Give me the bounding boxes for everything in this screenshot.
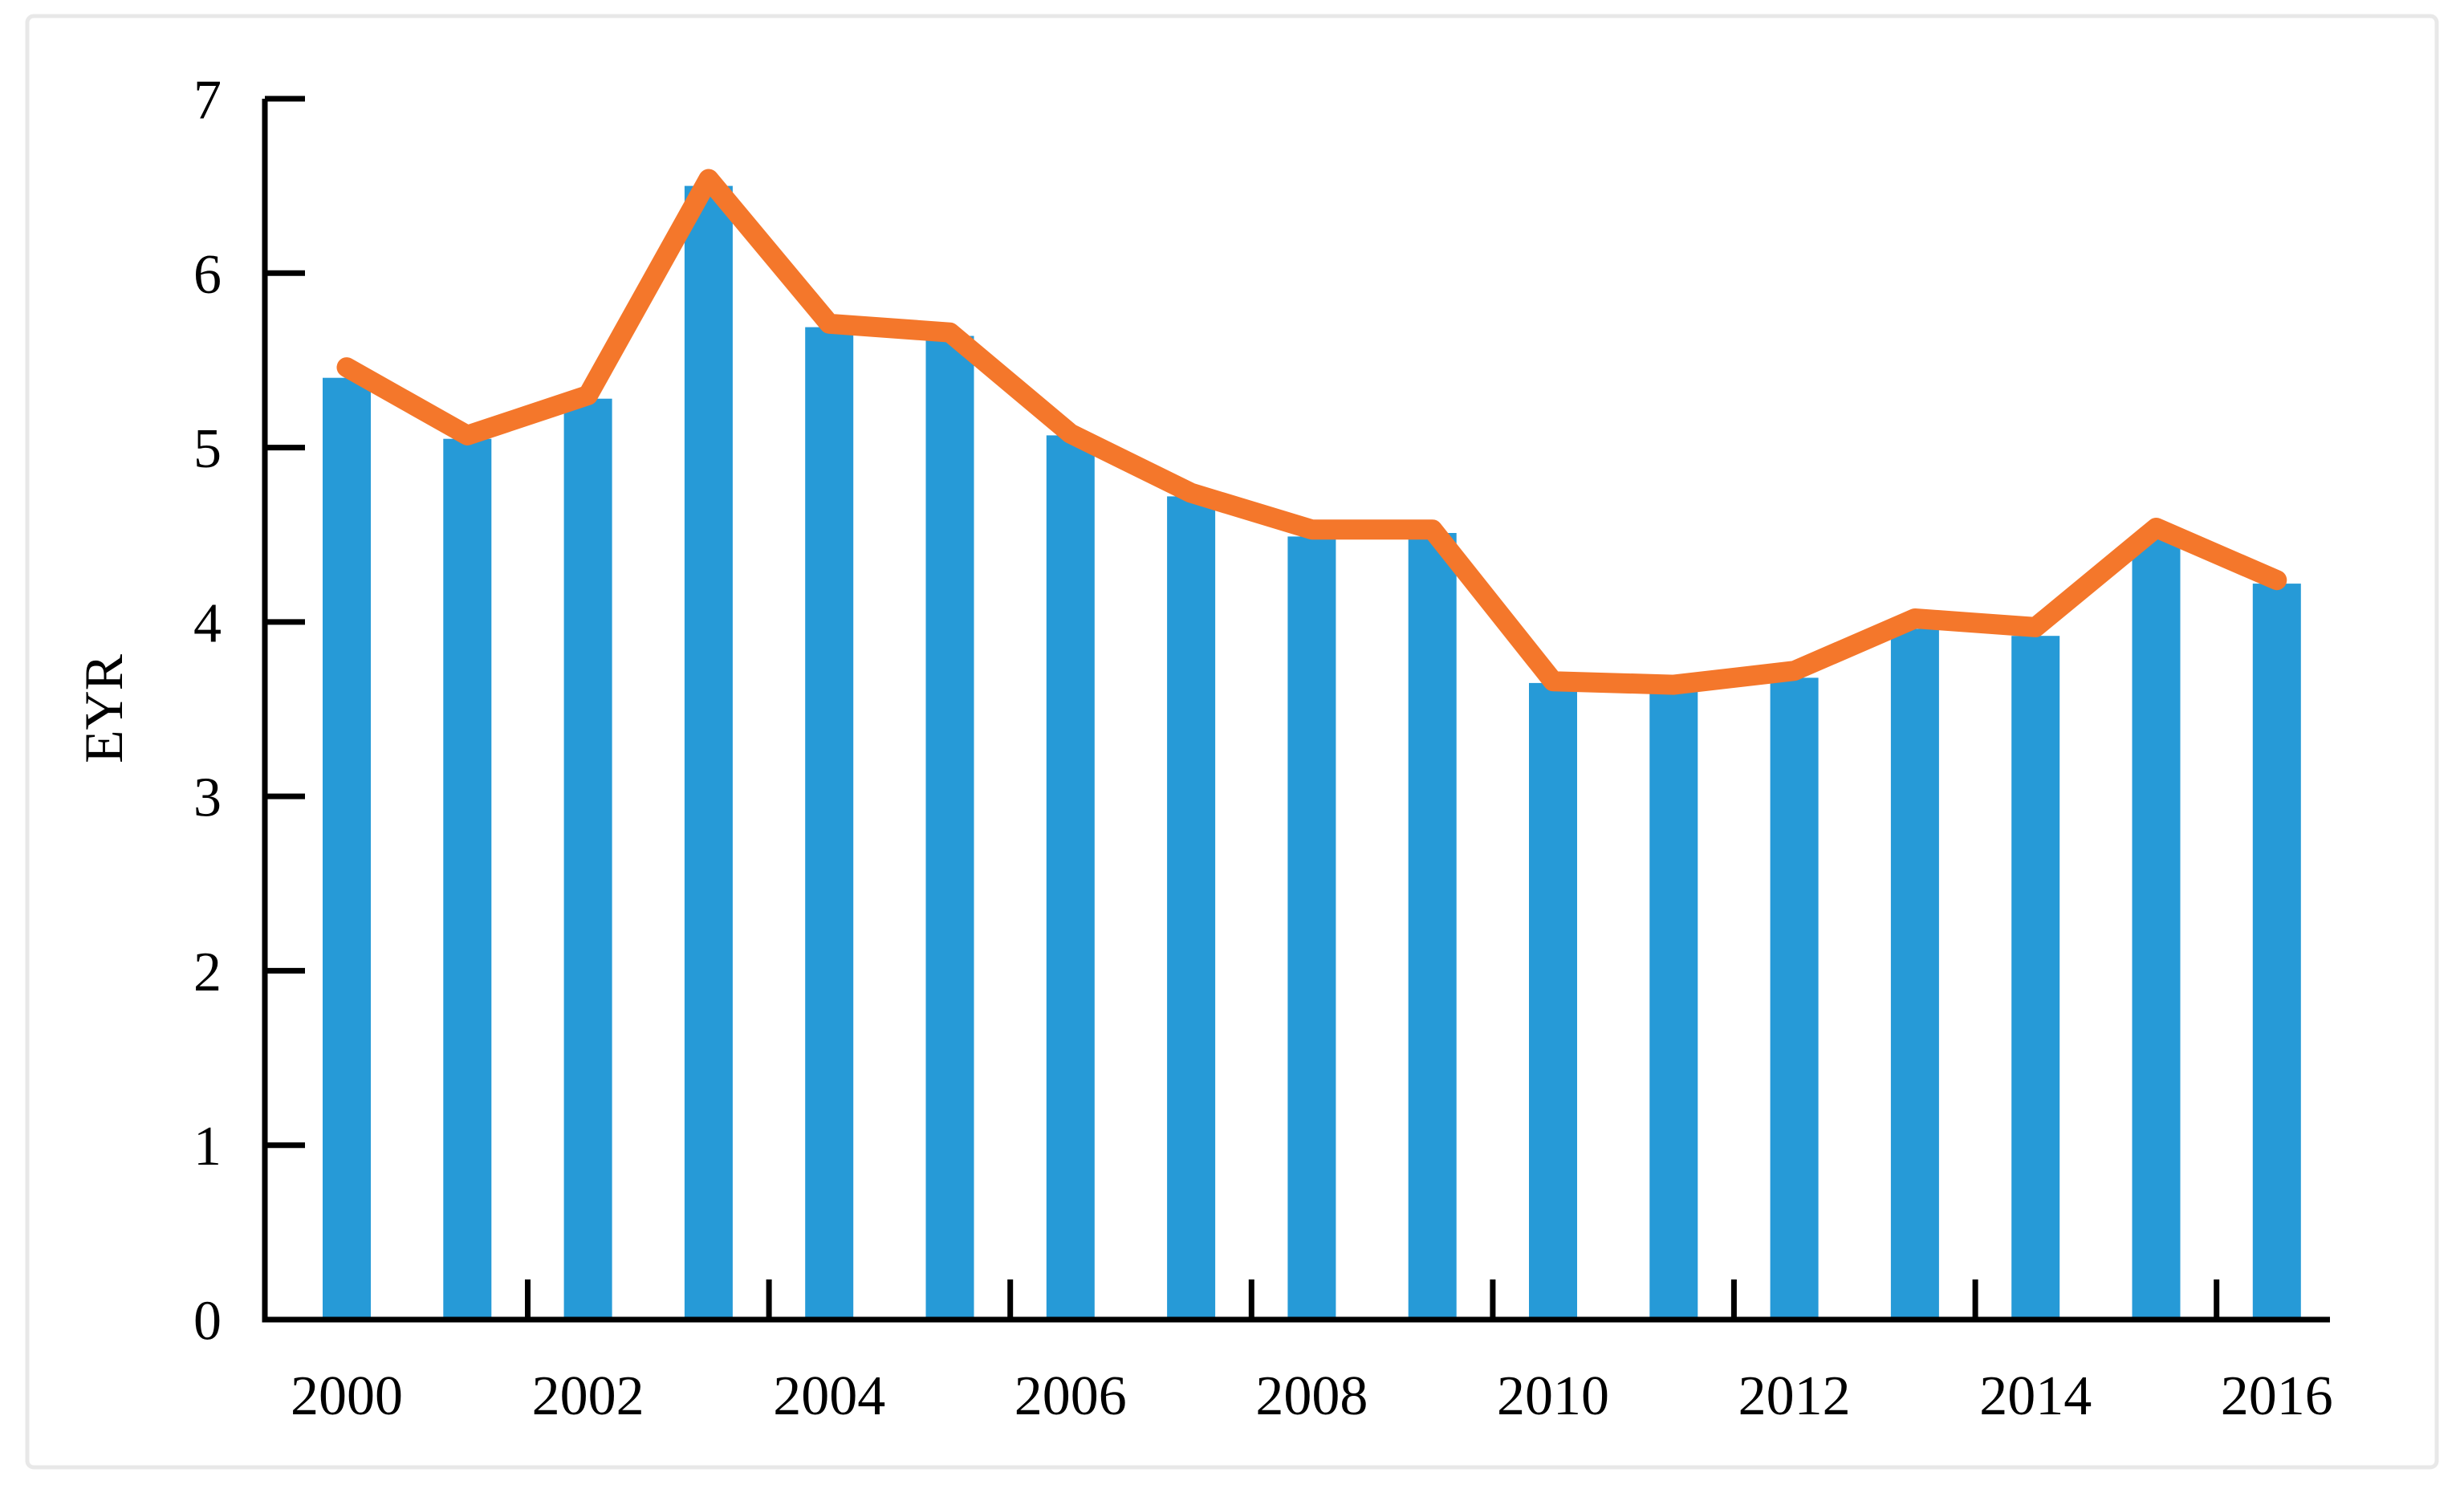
bar-2007	[1167, 496, 1216, 1320]
bar-2000	[323, 377, 371, 1320]
y-tick-label-2: 2	[193, 942, 222, 1003]
bar-2006	[1046, 435, 1095, 1320]
ticks-group	[265, 96, 2220, 1320]
x-tick-label-2014: 2014	[1979, 1365, 2092, 1427]
trend-line-group	[336, 169, 2287, 695]
y-tick-label-1: 1	[193, 1116, 222, 1178]
y-tick-label-7: 7	[193, 70, 222, 132]
x-tick-label-2002: 2002	[532, 1365, 644, 1427]
x-tick-label-2006: 2006	[1014, 1365, 1127, 1427]
bar-2009	[1408, 533, 1457, 1320]
bar-2015	[2132, 535, 2181, 1320]
x-tick-label-2004: 2004	[773, 1365, 885, 1427]
bar-2003	[684, 185, 733, 1320]
bar-2013	[1890, 628, 1939, 1320]
bar-2002	[563, 398, 612, 1320]
axis-labels-group: 0 1 2 3 4 5 6 7 2000 2002 2004 2006 2008 2010 2012 2014…	[193, 70, 2333, 1428]
trend-line	[336, 169, 2287, 695]
bars-group	[323, 185, 2301, 1320]
x-tick-label-2012: 2012	[1738, 1365, 1851, 1427]
x-tick-label-2000: 2000	[291, 1365, 403, 1427]
bar-2016	[2252, 584, 2301, 1320]
x-tick-label-2016: 2016	[2221, 1365, 2333, 1427]
bar-2001	[443, 438, 492, 1320]
x-tick-label-2010: 2010	[1497, 1365, 1609, 1427]
figure-frame	[25, 14, 2439, 1470]
bar-2004	[805, 327, 854, 1320]
y-axis-title: EYR	[73, 653, 134, 763]
axes-group	[262, 99, 2330, 1323]
y-tick-label-5: 5	[193, 418, 222, 480]
bar-2008	[1287, 536, 1336, 1320]
bar-2005	[925, 336, 974, 1320]
bar-2012	[1770, 677, 1819, 1320]
y-tick-label-4: 4	[193, 592, 222, 654]
bar-2014	[2011, 636, 2060, 1320]
y-tick-label-3: 3	[193, 767, 222, 829]
y-tick-label-6: 6	[193, 244, 222, 306]
y-tick-label-0: 0	[193, 1291, 222, 1353]
bar-2010	[1529, 682, 1577, 1320]
x-tick-label-2008: 2008	[1255, 1365, 1368, 1427]
bar-2011	[1649, 688, 1698, 1320]
